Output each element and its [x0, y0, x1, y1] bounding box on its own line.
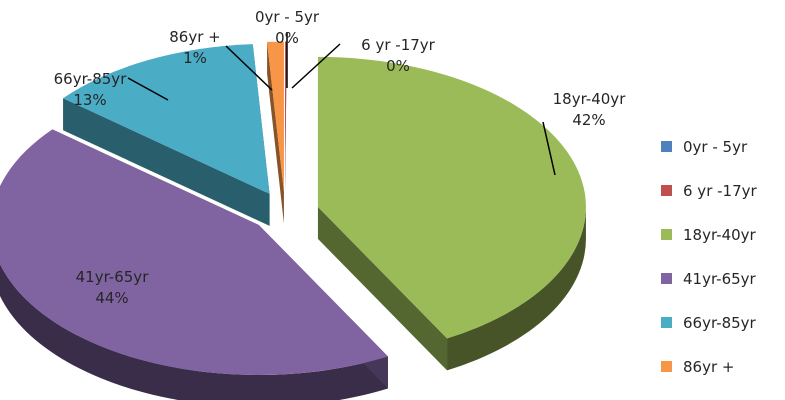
- label-name-6-yr-17yr: 6 yr -17yr: [361, 36, 436, 54]
- legend-label-6-yr-17yr: 6 yr -17yr: [683, 182, 758, 200]
- label-name-0yr-5yr: 0yr - 5yr: [255, 8, 320, 26]
- legend-swatch-0yr-5yr: [661, 141, 672, 152]
- slice-side-18yr-40yr: [447, 206, 586, 371]
- pie-tops: [0, 41, 586, 376]
- legend-label-18yr-40yr: 18yr-40yr: [683, 226, 757, 244]
- label-value-6-yr-17yr: 0%: [386, 57, 410, 75]
- slice-86yr: [267, 41, 284, 192]
- legend-label-0yr-5yr: 0yr - 5yr: [683, 138, 748, 156]
- legend-label-86yr: 86yr +: [683, 358, 734, 376]
- slice-41yr-65yr: [0, 129, 388, 376]
- label-value-66yr-85yr: 13%: [73, 91, 106, 109]
- slice-face-18yr-40yr-1: [317, 206, 448, 371]
- leader-18yr-40yr: [542, 121, 556, 176]
- slice-18yr-40yr: [317, 56, 586, 339]
- legend-swatch-86yr: [661, 361, 672, 372]
- legend: 0yr - 5yr 6 yr -17yr 18yr-40yr 41yr-65yr 66y…: [661, 138, 758, 376]
- label-name-66yr-85yr: 66yr-85yr: [54, 70, 128, 88]
- leader-66yr-85yr: [127, 77, 169, 101]
- label-value-0yr-5yr: 0%: [275, 29, 299, 47]
- slice-66yr-85yr: [63, 44, 270, 194]
- slice-side-41yr-65yr: [0, 263, 388, 400]
- label-name-18yr-40yr: 18yr-40yr: [553, 90, 627, 108]
- legend-label-66yr-85yr: 66yr-85yr: [683, 314, 757, 332]
- legend-swatch-6-yr-17yr: [661, 185, 672, 196]
- slice-face-66yr-85yr-0: [63, 98, 270, 226]
- label-value-18yr-40yr: 42%: [572, 111, 605, 129]
- legend-swatch-41yr-65yr: [661, 273, 672, 284]
- label-name-41yr-65yr: 41yr-65yr: [76, 268, 150, 286]
- legend-swatch-66yr-85yr: [661, 317, 672, 328]
- leader-6-yr-17yr: [291, 43, 341, 89]
- data-labels: 0yr - 5yr 0% 6 yr -17yr 0% 18yr-40yr 42% 41yr-…: [54, 8, 627, 307]
- label-value-86yr: 1%: [183, 49, 207, 67]
- label-value-41yr-65yr: 44%: [95, 289, 128, 307]
- legend-swatch-18yr-40yr: [661, 229, 672, 240]
- label-name-86yr: 86yr +: [169, 28, 220, 46]
- legend-label-41yr-65yr: 41yr-65yr: [683, 270, 757, 288]
- slice-face-86yr-0: [267, 41, 284, 224]
- leader-86yr: [225, 45, 273, 91]
- leader-lines: [127, 32, 556, 176]
